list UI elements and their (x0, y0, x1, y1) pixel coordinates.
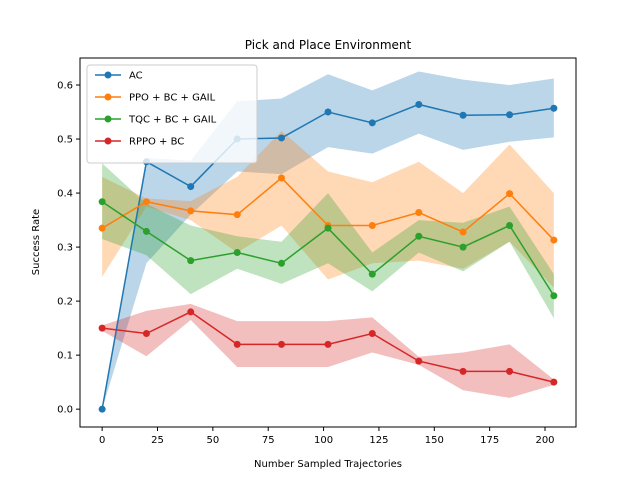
point-series-1-10 (550, 236, 558, 244)
point-series-2-7 (415, 232, 423, 240)
point-series-3-6 (368, 330, 376, 338)
point-series-2-0 (98, 198, 106, 206)
point-series-0-4 (278, 134, 285, 142)
point-series-1-9 (506, 190, 514, 198)
point-series-1-8 (459, 228, 467, 236)
point-series-1-2 (187, 207, 195, 215)
legend-marker-0 (104, 71, 112, 79)
x-tick-label-8: 200 (535, 435, 554, 446)
legend-label-0: AC (129, 71, 143, 82)
point-series-1-6 (368, 221, 376, 229)
point-series-0-7 (415, 100, 423, 108)
point-series-3-10 (550, 378, 558, 386)
point-series-2-9 (506, 221, 514, 229)
point-series-1-1 (142, 198, 150, 206)
y-tick-label-5: 0.5 (57, 135, 73, 146)
point-series-3-8 (459, 367, 467, 375)
band-series-1 (102, 130, 554, 288)
y-axis-label: Success Rate (31, 209, 42, 275)
y-tick-label-0: 0.0 (57, 405, 73, 416)
x-tick-label-0: 0 (99, 435, 105, 446)
plot-frame (79, 57, 577, 428)
x-tick-label-7: 175 (480, 435, 499, 446)
x-tick-label-2: 50 (206, 435, 219, 446)
point-series-1-4 (278, 174, 285, 182)
point-series-0-10 (550, 104, 558, 112)
legend-marker-3 (104, 137, 112, 145)
y-tick-label-1: 0.1 (57, 351, 73, 362)
point-series-3-4 (278, 340, 285, 348)
point-series-3-2 (187, 308, 195, 316)
point-series-3-7 (415, 357, 423, 365)
y-axis-ticks: 0.0 0.1 0.2 0.3 0.4 0.5 0.6 (57, 81, 80, 416)
y-tick-label-4: 0.4 (57, 189, 73, 200)
point-series-2-8 (459, 243, 467, 251)
point-series-2-3 (233, 248, 241, 256)
point-series-0-8 (459, 111, 467, 119)
point-series-0-9 (506, 111, 514, 119)
x-tick-label-1: 25 (151, 435, 164, 446)
point-series-1-7 (415, 209, 423, 217)
legend: AC PPO + BC + GAIL TQC + BC + GAIL RPPO + B… (86, 64, 258, 164)
point-series-3-1 (142, 330, 150, 338)
point-series-0-0 (98, 405, 106, 413)
x-tick-label-6: 150 (425, 435, 444, 446)
point-series-0-2 (187, 183, 195, 191)
legend-label-2: TQC + BC + GAIL (128, 115, 217, 126)
point-series-2-6 (368, 270, 376, 278)
x-tick-label-5: 125 (369, 435, 388, 446)
point-series-3-3 (233, 340, 241, 348)
band-series-3 (102, 303, 554, 398)
legend-marker-2 (104, 115, 112, 123)
y-tick-label-2: 0.2 (57, 297, 73, 308)
legend-box (86, 64, 258, 164)
y-tick-label-3: 0.3 (57, 243, 73, 254)
point-series-3-5 (324, 340, 332, 348)
legend-marker-1 (104, 93, 112, 101)
point-series-0-6 (368, 119, 376, 127)
point-series-2-2 (187, 257, 195, 265)
point-series-3-9 (506, 367, 514, 375)
x-axis-ticks: 0 25 50 75 100 125 150 175 200 (99, 427, 555, 446)
point-series-0-5 (324, 108, 332, 116)
band-series-2 (102, 163, 554, 319)
chart-title: Pick and Place Environment (245, 38, 412, 52)
point-series-2-5 (324, 224, 332, 232)
point-series-2-4 (278, 259, 285, 267)
point-series-1-3 (233, 211, 241, 219)
legend-label-1: PPO + BC + GAIL (129, 93, 216, 104)
x-tick-label-4: 100 (314, 435, 333, 446)
point-series-1-0 (98, 224, 106, 232)
point-series-3-0 (98, 324, 106, 332)
x-tick-label-3: 75 (262, 435, 275, 446)
legend-label-3: RPPO + BC (129, 137, 184, 148)
y-tick-label-6: 0.6 (57, 81, 73, 92)
point-series-2-10 (550, 292, 558, 300)
point-series-2-1 (142, 227, 150, 235)
x-axis-label: Number Sampled Trajectories (254, 459, 402, 470)
